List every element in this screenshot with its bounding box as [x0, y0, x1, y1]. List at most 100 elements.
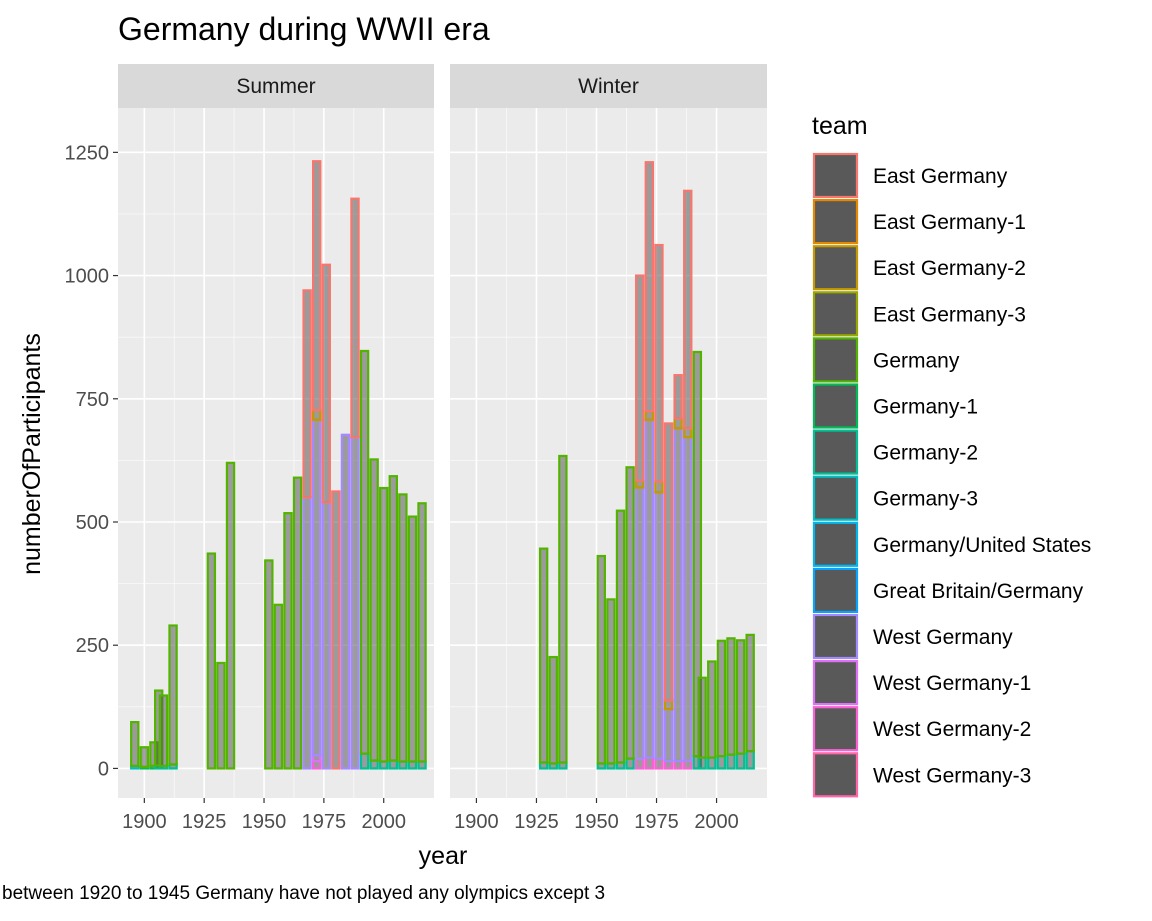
legend-item-west-germany-1: West Germany-1: [812, 659, 1031, 706]
legend-label: Germany/United States: [873, 534, 1091, 557]
bar-segment-germany: [745, 633, 755, 753]
bar-segment-east-germany: [644, 161, 655, 413]
bar-segment-germany: [407, 515, 418, 763]
bar-segment-germany: [726, 637, 736, 756]
legend-label: Germany: [873, 349, 960, 372]
bar-segment-germany: [625, 466, 635, 760]
bar-1956: [273, 603, 284, 770]
legend-key: [812, 521, 859, 567]
bar-segment-west-germany-2: [663, 759, 674, 770]
bar-1956: [606, 598, 616, 770]
bar-segment-west-germany: [673, 427, 683, 763]
x-tick-label: 1925: [182, 811, 227, 833]
legend-item-germany-3: Germany-3: [812, 475, 978, 521]
legend-label: Germany-1: [873, 396, 978, 419]
legend-label: Germany-2: [873, 442, 978, 465]
bar-segment-west-germany-2: [673, 759, 683, 770]
bar-1968: [302, 289, 312, 770]
x-tick-label: 1900: [122, 811, 167, 833]
strip-background: [450, 64, 767, 108]
bar-segment-germany: [130, 720, 140, 768]
bar-1960: [283, 512, 293, 770]
bar-segment-germany: [615, 509, 626, 764]
bar-segment-germany: [417, 502, 427, 763]
bar-segment-germany-2: [726, 753, 736, 770]
bar-1988: [350, 197, 360, 770]
x-tick-label: 1900: [454, 811, 499, 833]
legend-label: East Germany-3: [873, 303, 1026, 326]
bar-segment-east-germany: [654, 243, 664, 483]
legend-label: West Germany-2: [873, 718, 1031, 741]
bar-segment-east-germany: [673, 374, 683, 420]
bar-segment-east-germany: [302, 289, 312, 499]
bar-segment-east-germany-2: [683, 427, 693, 439]
panels: Summer 1900 1925 1950 1975 2000 0 250 500 750 1000…: [65, 64, 767, 833]
bar-segment-west-germany: [350, 436, 360, 770]
chart-caption: between 1920 to 1945 Germany have not pl…: [2, 883, 605, 904]
bar-1992: [359, 349, 370, 770]
legend-item-germany-united-states: Germany/United States: [812, 521, 1091, 567]
y-tick-label: 1250: [65, 142, 110, 164]
x-tick-label: 2000: [361, 811, 406, 833]
bar-1932: [216, 661, 226, 770]
panel-summer: Summer 1900 1925 1950 1975 2000 0 250 500 750 1000…: [65, 64, 434, 833]
legend-label: West Germany-3: [873, 764, 1031, 787]
bar-segment-germany-2: [369, 759, 379, 770]
bar-2014: [745, 633, 755, 770]
y-tick-label: 750: [76, 389, 109, 411]
bar-1984: [673, 374, 683, 770]
bar-segment-germany-2: [735, 752, 746, 770]
bar-2004: [388, 475, 399, 770]
legend-label: West Germany-1: [873, 672, 1031, 695]
legend-key: [812, 337, 859, 383]
legend-key: [812, 245, 859, 291]
bar-1960: [615, 509, 626, 770]
bar-segment-germany: [273, 603, 284, 770]
x-tick-label: 1925: [514, 811, 559, 833]
bar-segment-germany: [369, 458, 379, 762]
legend-key: [812, 706, 859, 752]
legend-item-germany-2: Germany-2: [812, 429, 978, 475]
bar-segment-west-germany: [683, 436, 693, 762]
y-tick-label: 250: [76, 635, 109, 657]
legend-key: [812, 291, 859, 337]
bar-segment-germany-2: [359, 752, 370, 770]
legend-title: team: [812, 112, 868, 140]
legend-label: East Germany-1: [873, 211, 1026, 234]
legend-item-east-germany-2: East Germany-2: [812, 245, 1026, 291]
legend-item-west-germany-3: West Germany-3: [812, 752, 1031, 798]
bar-segment-germany: [359, 349, 370, 755]
bar-segment-west-germany: [663, 708, 674, 763]
bar-segment-west-germany: [302, 496, 312, 770]
legend-item-great-britain-germany: Great Britain/Germany: [812, 567, 1084, 614]
bar-1968: [635, 274, 645, 770]
bar-segment-germany: [596, 554, 606, 765]
y-tick-label: 1000: [65, 266, 110, 288]
bar-1988: [683, 189, 693, 770]
bar-segment-east-germany: [321, 263, 331, 504]
bar-2002: [716, 639, 727, 770]
bar-1992: [692, 350, 703, 770]
bar-1972: [644, 161, 655, 770]
legend-label: Great Britain/Germany: [873, 580, 1084, 603]
bar-segment-germany: [292, 476, 303, 770]
legend-label: Germany-3: [873, 488, 978, 511]
bar-segment-west-germany-2: [635, 757, 645, 770]
chart-title: Germany during WWII era: [118, 11, 490, 47]
bar-1976: [654, 243, 664, 770]
bar-1976: [321, 263, 331, 770]
bar-1908: [158, 694, 169, 770]
bar-segment-germany-2: [625, 757, 635, 770]
bar-segment-germany: [216, 661, 226, 770]
bar-segment-germany-2: [745, 750, 755, 770]
x-tick-label: 1950: [574, 811, 619, 833]
bar-segment-west-germany-2: [683, 759, 693, 770]
legend-item-west-germany-2: West Germany-2: [812, 706, 1031, 752]
bar-1912: [168, 624, 178, 770]
bar-segment-east-germany-2: [311, 409, 322, 422]
bar-segment-east-germany-2: [663, 699, 674, 711]
bar-segment-germany-2: [388, 759, 399, 770]
bar-segment-west-germany-2: [311, 759, 322, 770]
strip-label: Winter: [578, 75, 639, 98]
bar-segment-east-germany: [350, 197, 360, 439]
